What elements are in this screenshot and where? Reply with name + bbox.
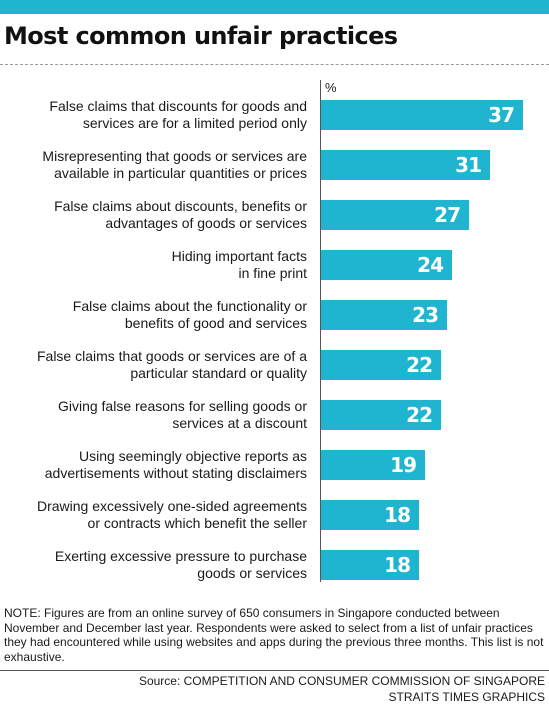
title-divider	[0, 64, 549, 65]
bar-value-label: 18	[384, 503, 411, 527]
category-label-line: Using seemingly objective reports as	[79, 448, 307, 464]
bar	[321, 350, 441, 380]
category-label: Giving false reasons for selling goods o…	[0, 398, 307, 432]
category-label: False claims that goods or services are …	[0, 348, 307, 382]
footnote: NOTE: Figures are from an online survey …	[4, 606, 544, 664]
bar	[321, 200, 469, 230]
bar-value-label: 22	[406, 403, 433, 427]
bar-value-label: 27	[434, 203, 461, 227]
bar	[321, 250, 452, 280]
bar-value-label: 23	[412, 303, 439, 327]
value-axis	[320, 80, 321, 582]
bar	[321, 450, 425, 480]
category-label-line: services at a discount	[172, 415, 307, 431]
category-label-line: or contracts which benefit the seller	[87, 515, 307, 531]
category-label-line: Giving false reasons for selling goods o…	[57, 398, 307, 414]
bar	[321, 300, 447, 330]
category-label-line: services are for a limited period only	[82, 115, 307, 131]
category-label-line: advantages of goods or services	[105, 215, 307, 231]
bar-value-label: 37	[488, 103, 515, 127]
category-label-line: advertisements without stating disclaime…	[44, 465, 307, 481]
bar-value-label: 24	[417, 253, 444, 277]
axis-unit-label: %	[325, 80, 337, 95]
bar	[321, 150, 490, 180]
category-label: Hiding important facts in fine print	[0, 248, 307, 282]
category-label: False claims that discounts for goods an…	[0, 98, 307, 132]
bar-value-label: 18	[384, 553, 411, 577]
category-label-line: Hiding important facts	[171, 248, 307, 264]
category-label: Drawing excessively one-sided agreements…	[0, 498, 307, 532]
category-label: Using seemingly objective reports as adve…	[0, 448, 307, 482]
bar	[321, 400, 441, 430]
category-label-line: available in particular quantities or pr…	[54, 165, 307, 181]
category-label-line: in fine print	[238, 265, 307, 281]
category-label: Exerting excessive pressure to purchase g…	[0, 548, 307, 582]
bar-value-label: 31	[455, 153, 482, 177]
bar-value-label: 19	[390, 453, 417, 477]
category-label: False claims about discounts, benefits o…	[0, 198, 307, 232]
category-label-line: False claims about discounts, benefits o…	[54, 198, 307, 214]
category-label-line: Misrepresenting that goods or services a…	[42, 148, 307, 164]
category-label-line: particular standard or quality	[130, 365, 307, 381]
footer-divider	[0, 670, 549, 671]
chart-title: Most common unfair practices	[4, 22, 398, 50]
category-label: False claims about the functionality or b…	[0, 298, 307, 332]
category-label-line: Drawing excessively one-sided agreements	[36, 498, 307, 514]
source-credit: Source: COMPETITION AND CONSUMER COMMISS…	[138, 674, 545, 688]
category-label: Misrepresenting that goods or services a…	[0, 148, 307, 182]
category-label-line: False claims that goods or services are …	[36, 348, 307, 364]
bar	[321, 100, 523, 130]
bar-value-label: 22	[406, 353, 433, 377]
category-label-line: benefits of good and services	[124, 315, 307, 331]
category-label-line: False claims about the functionality or	[72, 298, 307, 314]
category-label-line: Exerting excessive pressure to purchase	[54, 548, 307, 564]
bar	[321, 500, 419, 530]
graphics-credit: STRAITS TIMES GRAPHICS	[388, 690, 545, 704]
category-label-line: False claims that discounts for goods an…	[49, 98, 307, 114]
bar	[321, 550, 419, 580]
header-accent-bar	[0, 0, 549, 14]
category-label-line: goods or services	[197, 565, 307, 581]
